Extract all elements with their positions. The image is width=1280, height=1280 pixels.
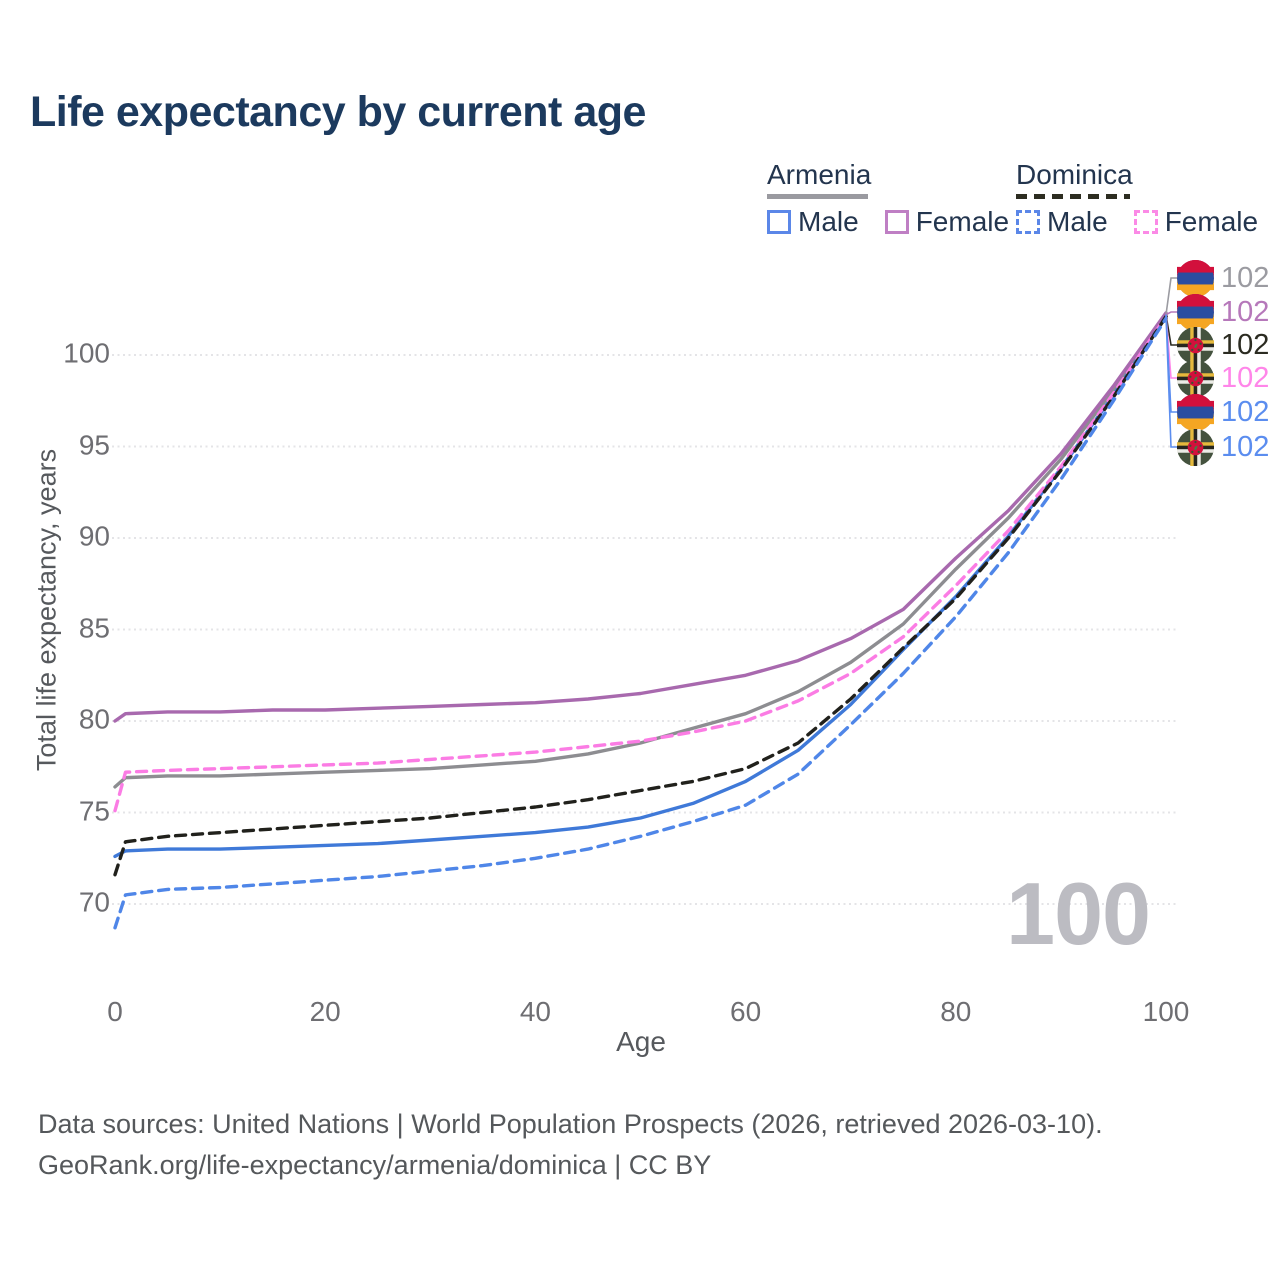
endpoint-value: 102 (1221, 361, 1270, 394)
leader-line-5 (1165, 314, 1177, 448)
armenia-female-swatch-icon[interactable] (884, 209, 909, 234)
legend-label-armenia-female[interactable]: Female (915, 205, 1010, 237)
series-line-armenia-all[interactable] (113, 313, 1168, 789)
armenia-flag-icon (1177, 393, 1214, 431)
series-line-armenia-female[interactable] (113, 311, 1168, 723)
line-chart-plot-area[interactable] (0, 0, 1280, 1080)
endpoint-value: 102 (1221, 328, 1270, 361)
leader-line-1 (1165, 311, 1177, 316)
y-tick-80: 80 (78, 703, 110, 735)
x-tick-60: 60 (730, 996, 762, 1027)
endpoint-label-armenia-0: 102 (1177, 259, 1270, 297)
y-tick-70: 70 (78, 886, 110, 918)
legend-item-dominica-male[interactable]: Male (1016, 206, 1134, 238)
endpoint-value: 102 (1221, 261, 1270, 294)
x-tick-0: 0 (107, 996, 123, 1027)
series-line-dominica-male[interactable] (113, 316, 1168, 930)
leader-line-0 (1165, 277, 1177, 315)
y-tick-90: 90 (78, 520, 110, 552)
age-counter-watermark: 100 (1006, 864, 1151, 963)
dominica-flag-icon (1177, 428, 1214, 466)
dominica-male-swatch-icon[interactable] (1016, 209, 1040, 234)
legend-armenia-line-swatch (767, 193, 868, 199)
endpoint-label-armenia-4: 102 (1177, 393, 1270, 431)
y-tick-85: 85 (78, 612, 110, 644)
x-tick-20: 20 (309, 996, 341, 1027)
legend-country-dominica: Dominica (1016, 159, 1133, 190)
legend-label-dominica-female[interactable]: Female (1164, 205, 1259, 237)
endpoint-value: 102 (1221, 430, 1270, 463)
legend-group-dominica: Dominica Male Female (1016, 159, 1280, 238)
footer: Data sources: United Nations | World Pop… (38, 1104, 1103, 1187)
footer-data-sources: Data sources: United Nations | World Pop… (38, 1109, 1103, 1139)
x-tick-40: 40 (519, 996, 551, 1027)
armenia-flag-icon (1177, 293, 1214, 331)
endpoint-label-dominica-5: 102 (1177, 428, 1270, 466)
endpoint-label-armenia-1: 102 (1177, 293, 1270, 331)
page-title: Life expectancy by current age (30, 88, 646, 136)
legend-item-armenia-male[interactable]: Male (767, 206, 885, 238)
legend-label-armenia-male[interactable]: Male (798, 205, 859, 237)
y-tick-100: 100 (63, 337, 110, 369)
legend-label-dominica-male[interactable]: Male (1047, 205, 1108, 237)
y-tick-75: 75 (78, 795, 110, 827)
series-line-dominica-female[interactable] (113, 314, 1168, 813)
legend-group-armenia: Armenia Male Female (767, 159, 1035, 238)
endpoint-value: 102 (1221, 295, 1270, 328)
series-line-dominica-all[interactable] (113, 314, 1168, 877)
dominica-flag-icon (1177, 326, 1214, 364)
x-tick-100: 100 (1142, 996, 1190, 1027)
endpoint-value: 102 (1221, 395, 1270, 428)
x-tick-80: 80 (940, 996, 972, 1027)
dominica-female-swatch-icon[interactable] (1133, 209, 1158, 234)
legend-dominica-line-swatch (1016, 193, 1130, 199)
footer-attribution-link: GeoRank.org/life-expectancy/armenia/domi… (38, 1150, 712, 1181)
armenia-flag-icon (1177, 259, 1214, 297)
y-tick-95: 95 (78, 429, 110, 461)
x-axis-title: Age (616, 1026, 666, 1057)
legend-item-armenia-female[interactable]: Female (884, 205, 1035, 238)
legend-item-dominica-female[interactable]: Female (1133, 205, 1280, 238)
legend-country-armenia: Armenia (767, 159, 872, 190)
armenia-male-swatch-icon[interactable] (767, 209, 791, 234)
leader-line-2 (1165, 314, 1177, 346)
endpoint-label-dominica-2: 102 (1177, 326, 1270, 364)
endpoint-label-dominica-3: 102 (1177, 359, 1270, 397)
dominica-flag-icon (1177, 359, 1214, 397)
